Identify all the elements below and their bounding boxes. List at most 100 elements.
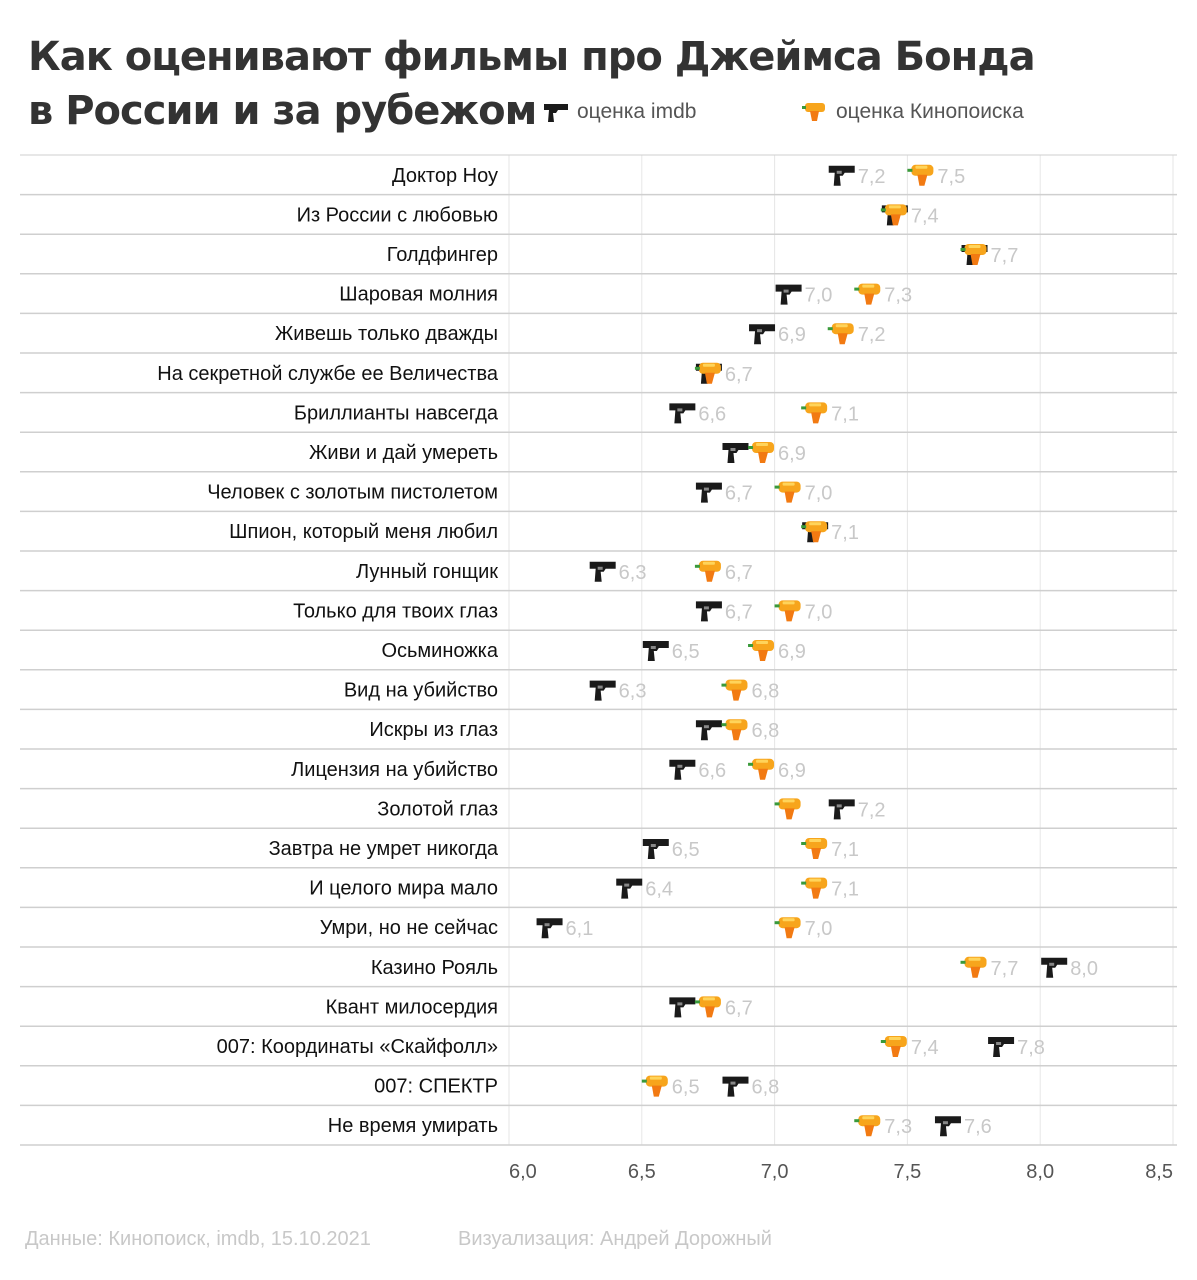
- water-pistol-icon: [802, 103, 825, 121]
- kp-value-label: 7,1: [831, 879, 859, 901]
- pistol-icon: [988, 1037, 1015, 1057]
- row-label: Только для твоих глаз: [293, 600, 498, 622]
- water-pistol-icon: [748, 442, 775, 463]
- pistol-icon: [669, 759, 696, 780]
- water-pistol-icon: [801, 521, 828, 543]
- pistol-icon: [775, 284, 802, 305]
- kp-value-label: 7,5: [937, 166, 965, 188]
- row-label: Завтра не умрет никогда: [269, 838, 499, 860]
- imdb-value-label: 7,8: [1017, 1037, 1045, 1059]
- row-label: И целого мира мало: [309, 878, 498, 900]
- kp-value-label: 7,2: [858, 324, 886, 346]
- water-pistol-icon: [721, 719, 748, 741]
- water-pistol-icon: [801, 838, 828, 859]
- water-pistol-icon: [748, 640, 775, 661]
- pistol-icon: [828, 165, 855, 186]
- kp-value-label: 6,9: [778, 641, 806, 663]
- water-pistol-icon: [774, 917, 801, 939]
- kp-value-label: 7,1: [831, 839, 859, 861]
- imdb-value-label: 6,7: [725, 601, 753, 623]
- water-pistol-icon: [827, 323, 854, 345]
- water-pistol-icon: [694, 362, 721, 384]
- kp-value-label: 7,7: [991, 245, 1019, 267]
- row-label: Лунный гонщик: [356, 561, 498, 583]
- water-pistol-icon: [801, 402, 828, 424]
- title-line-2: в России и за рубежом: [28, 88, 537, 134]
- water-pistol-icon: [960, 244, 987, 265]
- kp-value-label: 6,8: [751, 720, 779, 742]
- legend-kp-label: оценка Кинопоиска: [836, 100, 1024, 123]
- pistol-icon: [544, 104, 568, 122]
- water-pistol-icon: [694, 996, 721, 1018]
- water-pistol-icon: [774, 481, 801, 503]
- row-label: Квант милосердия: [326, 996, 498, 1018]
- x-tick-label: 6,5: [628, 1161, 656, 1183]
- pistol-icon: [669, 403, 696, 424]
- kp-value-label: 7,0: [805, 601, 833, 623]
- kp-value-label: 7,3: [884, 1116, 912, 1138]
- pistol-icon: [589, 680, 616, 701]
- legend-imdb: оценка imdb: [543, 100, 696, 124]
- row-label: На секретной службе ее Величества: [157, 363, 499, 385]
- pistol-icon: [642, 839, 669, 859]
- pistol-icon: [642, 641, 669, 661]
- legend-kp: оценка Кинопоиска: [802, 100, 1024, 124]
- x-tick-label: 7,0: [761, 1161, 789, 1183]
- row-label: Искры из глаз: [369, 719, 498, 741]
- x-tick-label: 8,5: [1145, 1161, 1173, 1183]
- kp-value-label: 6,7: [725, 562, 753, 584]
- imdb-value-label: 6,7: [725, 483, 753, 505]
- row-label: Человек с золотым пистолетом: [207, 482, 498, 504]
- imdb-value-label: 6,5: [672, 839, 700, 861]
- kp-value-label: 7,4: [911, 205, 939, 227]
- chart-title: Как оценивают фильмы про Джеймса Бонда в …: [28, 30, 1036, 138]
- row-label: 007: СПЕКТР: [374, 1076, 498, 1098]
- footer-author: Визуализация: Андрей Дорожный: [458, 1228, 772, 1250]
- row-label: Шаровая молния: [339, 284, 498, 306]
- imdb-value-label: 7,6: [964, 1116, 992, 1138]
- imdb-value-label: 6,3: [619, 681, 647, 703]
- imdb-value-label: 6,4: [645, 879, 673, 901]
- pistol-icon: [749, 324, 776, 345]
- kp-value-label: 7,7: [991, 958, 1019, 980]
- row-label: Живешь только дважды: [275, 323, 498, 345]
- pistol-icon: [616, 878, 643, 899]
- row-label: 007: Координаты «Скайфолл»: [217, 1036, 498, 1058]
- kp-value-label: 6,5: [672, 1077, 700, 1099]
- kp-value-label: 7,1: [831, 522, 859, 544]
- water-pistol-icon: [774, 600, 801, 622]
- kp-value-label: 7,4: [911, 1037, 939, 1059]
- row-label: Бриллианты навсегда: [294, 402, 499, 424]
- pistol-icon: [934, 1116, 961, 1137]
- pistol-icon: [589, 561, 616, 582]
- imdb-value-label: 6,3: [619, 562, 647, 584]
- row-label: Шпион, который меня любил: [229, 521, 498, 543]
- water-pistol-icon: [801, 877, 828, 899]
- imdb-value-label: 6,6: [698, 760, 726, 782]
- kp-value-label: 7,1: [831, 403, 859, 425]
- imdb-value-label: 6,6: [698, 403, 726, 425]
- x-tick-label: 8,0: [1026, 1161, 1054, 1183]
- kp-value-label: 6,9: [778, 760, 806, 782]
- water-pistol-icon: [721, 679, 748, 701]
- kp-value-label: 6,8: [751, 681, 779, 703]
- kp-value-label: 7,3: [884, 285, 912, 307]
- water-pistol-icon: [774, 798, 801, 820]
- kp-value-label: 7,0: [805, 918, 833, 940]
- kp-value-label: 6,9: [778, 443, 806, 465]
- legend-imdb-label: оценка imdb: [577, 100, 697, 123]
- row-label: Казино Рояль: [371, 957, 498, 979]
- title-line-1: Как оценивают фильмы про Джеймса Бонда: [28, 34, 1036, 80]
- row-label: Умри, но не сейчас: [320, 917, 498, 939]
- pistol-icon: [722, 1076, 749, 1097]
- kp-value-label: 6,7: [725, 997, 753, 1019]
- row-label: Доктор Ноу: [392, 165, 498, 187]
- pistol-icon: [695, 601, 722, 622]
- kp-value-label: 6,7: [725, 364, 753, 386]
- pistol-icon: [1041, 957, 1068, 978]
- x-tick-label: 6,0: [509, 1161, 537, 1183]
- row-label: Осьминожка: [381, 640, 498, 662]
- row-label: Золотой глаз: [377, 798, 498, 820]
